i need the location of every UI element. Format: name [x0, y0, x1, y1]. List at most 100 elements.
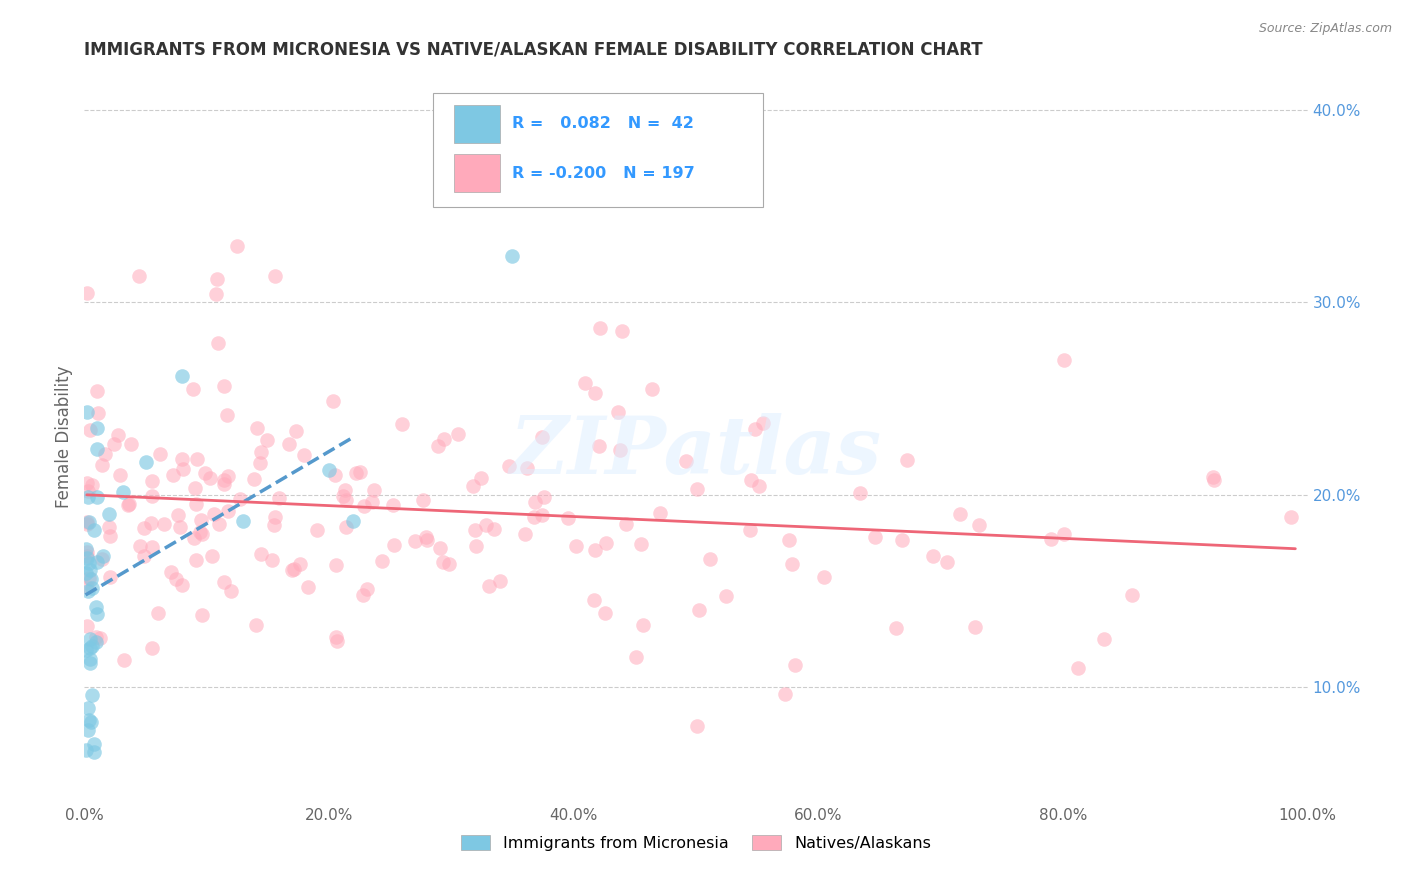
Point	[94, 447, 117, 461]
Point	[80, 572, 103, 586]
Point	[263, 510, 285, 524]
Point	[204, 287, 226, 301]
Point	[148, 606, 170, 620]
Point	[184, 497, 207, 511]
Point	[740, 473, 762, 487]
Point	[76, 515, 98, 529]
Point	[162, 467, 184, 482]
Point	[225, 239, 247, 253]
Point	[219, 584, 242, 599]
Point	[607, 404, 630, 418]
Point	[583, 386, 606, 401]
Point	[190, 513, 212, 527]
Point	[489, 574, 512, 588]
Point	[780, 557, 803, 571]
Point	[232, 514, 254, 528]
Point	[891, 533, 914, 548]
Point	[381, 498, 404, 512]
Point	[217, 469, 239, 483]
Point	[1040, 532, 1063, 546]
Point	[685, 482, 707, 496]
Point	[191, 526, 214, 541]
Point	[574, 376, 596, 390]
Point	[201, 549, 224, 563]
Point	[141, 640, 163, 655]
Point	[849, 486, 872, 500]
Point	[79, 632, 101, 646]
Point	[86, 442, 108, 456]
Point	[83, 738, 105, 752]
Point	[333, 483, 356, 497]
Point	[588, 439, 610, 453]
Point	[524, 495, 547, 509]
Point	[77, 571, 100, 585]
Point	[498, 458, 520, 473]
Point	[184, 481, 207, 495]
Point	[263, 518, 285, 533]
Point	[181, 382, 204, 396]
Point	[322, 393, 344, 408]
Point	[675, 453, 697, 467]
Bar	[454, 104, 501, 143]
Point	[86, 607, 108, 622]
Point	[80, 714, 103, 729]
Point	[688, 603, 710, 617]
Point	[76, 404, 98, 418]
Point	[79, 563, 101, 577]
Point	[533, 491, 555, 505]
Point	[76, 701, 98, 715]
Point	[76, 285, 98, 300]
Point	[360, 495, 382, 509]
Point	[1067, 661, 1090, 675]
Point	[470, 471, 492, 485]
Point	[478, 579, 501, 593]
Point	[186, 451, 208, 466]
Point	[922, 549, 945, 564]
Point	[76, 619, 98, 633]
Point	[595, 536, 617, 550]
Point	[80, 639, 103, 653]
Point	[184, 553, 207, 567]
Point	[969, 518, 991, 533]
Point	[1121, 588, 1143, 602]
Point	[447, 427, 470, 442]
Point	[686, 719, 709, 733]
Point	[79, 557, 101, 571]
Point	[353, 500, 375, 514]
Point	[103, 436, 125, 450]
Point	[215, 408, 238, 422]
Bar	[454, 154, 501, 193]
Point	[79, 652, 101, 666]
Point	[83, 523, 105, 537]
Point	[212, 477, 235, 491]
Point	[84, 634, 107, 648]
Point	[432, 432, 454, 446]
Point	[82, 581, 104, 595]
Point	[624, 650, 647, 665]
Point	[412, 493, 434, 508]
Point	[416, 533, 439, 547]
Point	[212, 575, 235, 590]
Point	[610, 324, 633, 338]
Legend: Immigrants from Micronesia, Natives/Alaskans: Immigrants from Micronesia, Natives/Alas…	[454, 828, 938, 857]
Point	[89, 631, 111, 645]
Point	[349, 465, 371, 479]
Point	[97, 507, 120, 521]
Point	[76, 723, 98, 737]
Point	[530, 430, 553, 444]
Point	[884, 621, 907, 635]
Point	[82, 478, 104, 492]
Point	[100, 570, 122, 584]
Point	[86, 421, 108, 435]
Point	[278, 437, 301, 451]
Point	[382, 538, 405, 552]
Point	[778, 533, 800, 547]
Point	[482, 522, 505, 536]
Point	[98, 528, 121, 542]
Point	[949, 507, 972, 521]
Text: R = -0.200   N = 197: R = -0.200 N = 197	[513, 166, 695, 181]
Point	[110, 467, 132, 482]
Point	[75, 743, 97, 757]
Point	[207, 336, 229, 351]
Point	[344, 466, 367, 480]
